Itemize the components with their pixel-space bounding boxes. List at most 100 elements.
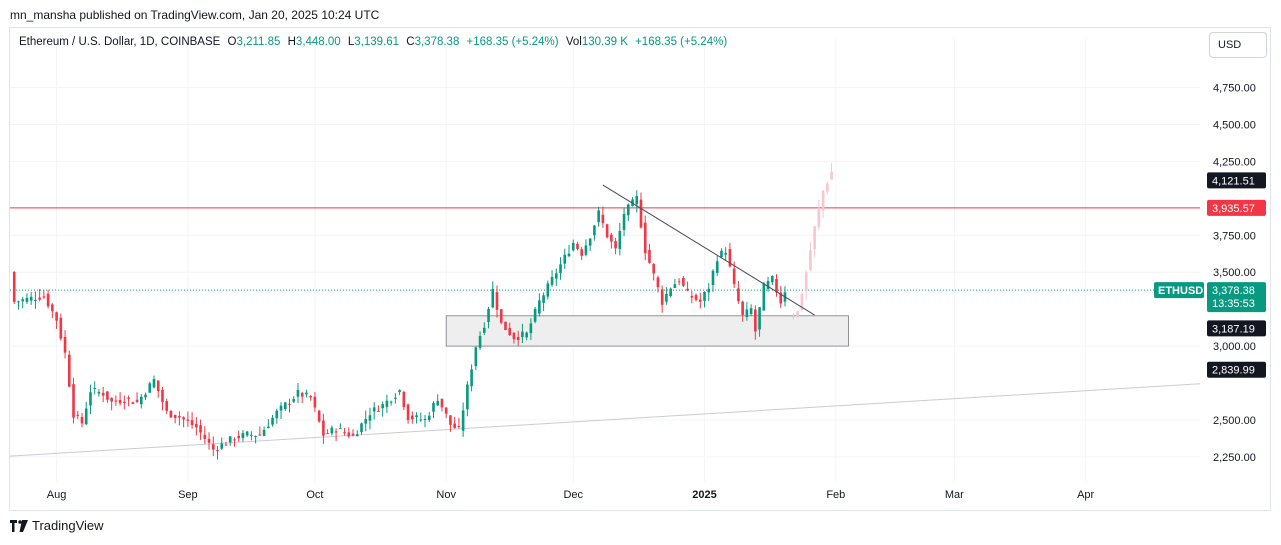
support-trendline-line [9, 383, 1201, 457]
candle [127, 395, 130, 407]
candle-body [766, 280, 770, 290]
candle [271, 414, 274, 427]
candle [677, 278, 681, 286]
symbol-tag-text: ETHUSD [1158, 285, 1203, 297]
candle [186, 411, 190, 427]
candle [478, 331, 482, 351]
candle-body [152, 379, 156, 388]
currency-button[interactable]: USD [1209, 32, 1267, 58]
price-label: 2,839.99 [1207, 361, 1266, 378]
candle [381, 401, 384, 417]
candle-body [741, 301, 744, 315]
demand-zone-rect [445, 315, 849, 347]
candle-body [165, 401, 169, 411]
candle-body [186, 419, 190, 421]
candle [749, 304, 753, 316]
close-value: 3,378.38 [414, 36, 460, 48]
candle [156, 380, 160, 398]
candle-body [440, 398, 444, 408]
candle [512, 332, 516, 344]
candle-body [474, 347, 478, 367]
candle-body [372, 407, 376, 412]
candle [474, 346, 478, 371]
candle-body [432, 402, 435, 412]
price-tick-label: 3,500.00 [1213, 267, 1256, 279]
candle [364, 410, 368, 432]
candle-body [233, 439, 236, 441]
candle [715, 256, 719, 276]
candle-body [279, 405, 283, 411]
candle-body [377, 410, 380, 412]
candle [682, 276, 685, 288]
candle [406, 403, 410, 424]
candle-body [779, 292, 783, 304]
projection-candle [821, 189, 825, 219]
candle-body [406, 404, 410, 421]
candle [258, 426, 262, 437]
projection-candle [800, 290, 804, 312]
price-tick-label: 2,500.00 [1213, 415, 1256, 427]
tradingview-footer[interactable]: TradingView [10, 518, 104, 533]
candle [584, 239, 588, 257]
candle [449, 415, 452, 432]
candle-body [648, 249, 651, 263]
candle [601, 206, 605, 228]
candle-body [313, 396, 317, 408]
price-tick-label: 3,750.00 [1213, 230, 1256, 242]
candle-body [347, 432, 351, 437]
candle-body [610, 234, 613, 242]
candle-body [42, 296, 46, 298]
candle-body [156, 380, 160, 392]
candle-body [411, 415, 414, 420]
candle [97, 389, 101, 397]
candle-body [622, 213, 626, 230]
time-axis: Aug Sep Oct Nov Dec 2025 Feb Mar Apr [47, 489, 1095, 501]
candle-body [698, 299, 702, 302]
candle [343, 427, 346, 436]
candle [423, 414, 427, 428]
candle-body [745, 309, 749, 317]
price-label: 4,121.51 [1207, 172, 1266, 189]
candle [508, 322, 512, 337]
price-label: 3,187.19 [1207, 320, 1266, 337]
price-axis: 4,750.00 4,500.00 4,250.00 3,750.00 3,500.00… [1213, 83, 1256, 464]
candle-body [326, 433, 329, 435]
candle [402, 390, 406, 410]
candle [648, 243, 651, 264]
candle [775, 274, 778, 297]
chart-frame[interactable] [9, 27, 1271, 511]
candle-body [135, 399, 139, 402]
candle-body [707, 288, 711, 293]
candle [250, 431, 253, 441]
candle [440, 398, 444, 412]
candle [610, 232, 613, 249]
candle [233, 437, 236, 447]
candle [444, 407, 448, 419]
candle-body [12, 271, 16, 302]
candle-body [639, 199, 643, 228]
candle [470, 364, 473, 392]
candle [21, 296, 25, 309]
candle [754, 305, 757, 340]
candle-body [385, 400, 389, 407]
candle-body [487, 309, 490, 322]
candle-body [817, 207, 821, 227]
candle [165, 398, 169, 415]
current-price-text: 3,378.38 [1212, 285, 1255, 297]
candle-body [728, 249, 732, 267]
candle-body [330, 427, 334, 434]
candle [563, 248, 567, 270]
projection-candle [804, 269, 808, 300]
candle-body [656, 277, 660, 288]
candle [559, 257, 562, 280]
candle [161, 386, 164, 411]
candle [741, 300, 744, 322]
candle [711, 269, 715, 292]
candle [148, 381, 152, 393]
candle [635, 190, 639, 213]
candle [588, 237, 592, 251]
projection-candle [830, 163, 833, 180]
candle [538, 293, 541, 317]
candle [385, 394, 389, 414]
